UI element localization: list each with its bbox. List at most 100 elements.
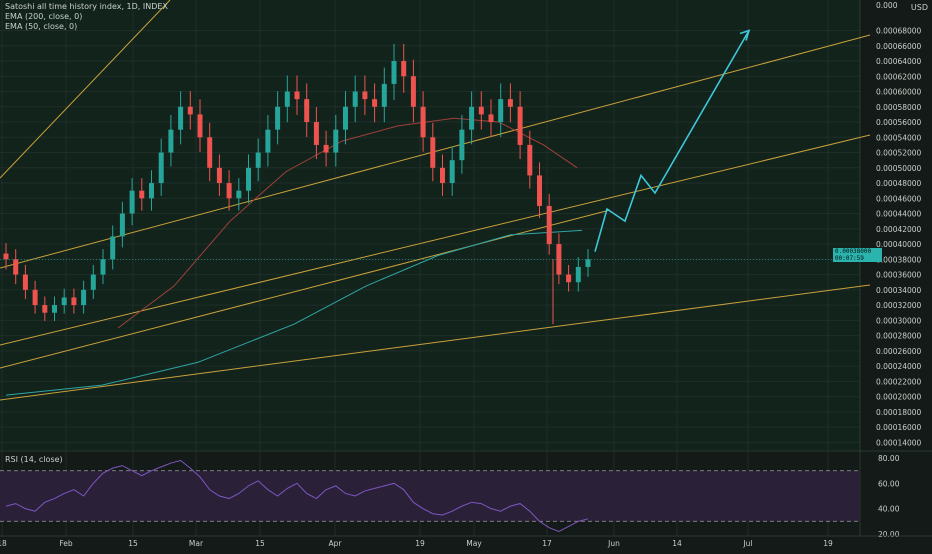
y-tick-label: 0.00054000	[876, 133, 922, 142]
projection-arrowhead	[739, 29, 751, 41]
chart-legend: Satoshi all time history index, 1D, INDE…	[5, 2, 168, 32]
candle-body	[343, 106, 348, 130]
candle-body	[401, 61, 407, 77]
y-tick-label: 0.00032000	[876, 301, 922, 310]
candle-body	[149, 183, 154, 199]
legend-title: Satoshi all time history index, 1D, INDE…	[5, 2, 168, 11]
y-tick-label: 0.00058000	[876, 103, 922, 112]
legend-ema50: EMA (50, close, 0)	[5, 22, 78, 31]
candle-body	[187, 106, 193, 115]
candles	[3, 43, 591, 325]
candle-body	[275, 106, 281, 130]
y-tick-label: 0.00036000	[876, 271, 922, 280]
candle-body	[52, 305, 57, 313]
x-tick-label: 15	[128, 539, 138, 548]
axis-background	[860, 0, 932, 550]
candle-body	[420, 106, 426, 138]
candle-body	[352, 91, 358, 107]
y-tick-label: 0.00028000	[876, 332, 922, 341]
candle-body	[178, 106, 184, 130]
ema200-line	[5, 229, 583, 396]
rsi-tick-label: 80.00	[878, 454, 900, 463]
rsi-pane: 80.00 60.00 40.00 20.00	[0, 454, 900, 539]
x-tick-label: Apr	[329, 539, 343, 548]
candle-body	[71, 297, 77, 306]
time-axis: 18 Feb 15 Mar 15 Apr 19 May 17 Jun 14 Jul 19	[0, 535, 932, 548]
y-tick-label: 0.00020000	[876, 393, 922, 402]
candle-body	[81, 289, 87, 306]
y-tick-label: 0.00022000	[876, 377, 922, 386]
candle-body	[391, 61, 397, 84]
x-tick-label: Feb	[59, 539, 73, 548]
candle-body	[3, 253, 9, 260]
x-tick-label: Jul	[742, 539, 752, 548]
legend-ema200: EMA (200, close, 0)	[5, 12, 83, 21]
x-tick-label: 19	[823, 539, 833, 548]
y-tick-label: 0.00030000	[876, 316, 922, 325]
candle-body	[265, 129, 271, 153]
x-tick-label: 19	[415, 539, 425, 548]
candle-body	[197, 114, 203, 138]
y-tick-label: 0.00040000	[876, 240, 922, 249]
candle-body	[226, 183, 232, 199]
last-price-value: 0.00038000	[835, 248, 872, 255]
candle-body	[246, 167, 251, 191]
trendline	[0, 209, 611, 369]
y-tick-label: 0.00062000	[876, 72, 922, 81]
candle-body	[498, 99, 504, 123]
y-tick-label: 0.00046000	[876, 194, 922, 203]
trendline	[0, 134, 871, 346]
rsi-line	[5, 459, 589, 533]
x-tick-label: 18	[0, 539, 7, 548]
candle-body	[449, 160, 455, 184]
projection-path	[0, 29, 860, 260]
y-tick-label: 0.00038000	[876, 255, 922, 264]
candle-body	[469, 106, 475, 130]
candle-body	[410, 76, 416, 107]
projection-line	[594, 30, 750, 252]
rsi-legend: RSI (14, close)	[5, 455, 63, 464]
y-tick-label: 0.00048000	[876, 179, 922, 188]
y-tick-label: 0.00056000	[876, 118, 922, 127]
candle-body	[13, 259, 19, 275]
candle-body	[537, 175, 542, 206]
last-price-tag: 0.00038000 00:07:59	[833, 248, 882, 262]
candle-body	[22, 274, 28, 290]
rsi-tick-label: 40.00	[878, 505, 900, 514]
candle-body	[304, 99, 310, 123]
y-tick-label: 0.00016000	[876, 423, 922, 432]
y-tick-label: 0.00064000	[876, 57, 922, 66]
candle-body	[381, 83, 387, 107]
x-tick-label: Jun	[607, 539, 620, 548]
rsi-tick-label: 20.00	[878, 530, 900, 539]
y-tick-label: 0.00068000	[876, 27, 922, 36]
candle-body	[255, 152, 261, 168]
currency-label: USD	[910, 3, 928, 12]
candle-body	[323, 144, 329, 153]
candle-body	[236, 190, 242, 199]
candle-body	[313, 122, 319, 145]
y-tick-label: 0.00050000	[876, 164, 922, 173]
candle-body	[546, 205, 552, 245]
candle-body	[488, 114, 494, 123]
candle-body	[459, 129, 465, 161]
x-tick-label: May	[466, 539, 482, 548]
y-tick-label: 0.00026000	[876, 347, 922, 356]
candle-body	[517, 106, 523, 145]
y-tick-label: 0.00066000	[876, 42, 922, 51]
candle-body	[294, 91, 300, 100]
candle-body	[585, 259, 591, 267]
rsi-band	[0, 470, 860, 522]
candle-body	[575, 266, 581, 283]
x-tick-label: Mar	[189, 539, 204, 548]
candle-body	[566, 274, 572, 283]
candle-body	[61, 297, 67, 306]
candle-body	[100, 259, 106, 275]
candle-body	[32, 289, 38, 306]
candle-body	[440, 167, 445, 184]
candle-body	[372, 99, 378, 107]
candle-body	[42, 305, 48, 313]
